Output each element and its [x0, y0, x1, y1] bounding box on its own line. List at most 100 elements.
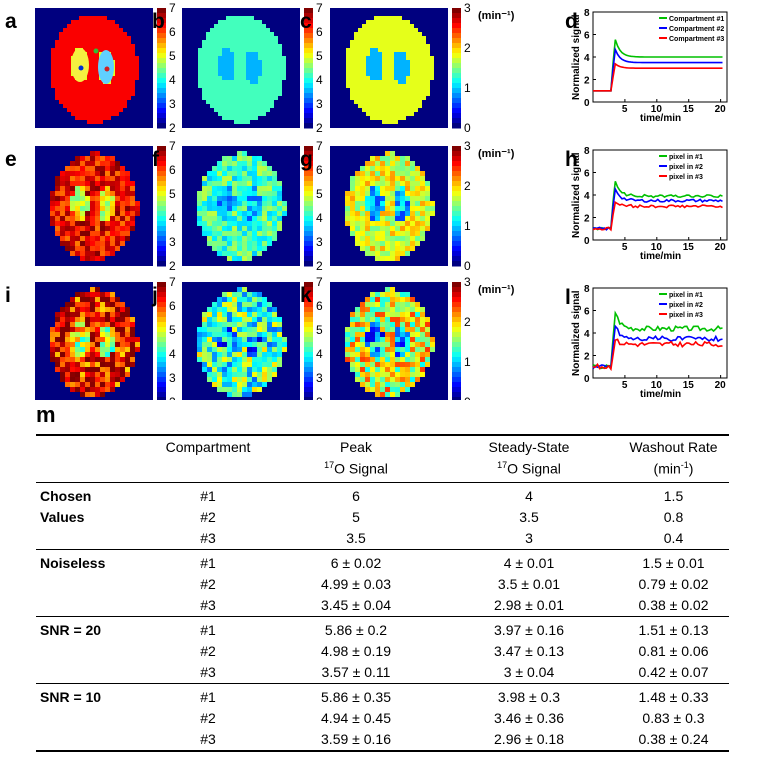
map-pixel — [250, 68, 254, 72]
map-pixel — [63, 72, 67, 76]
map-pixel — [207, 332, 212, 337]
map-pixel — [346, 56, 350, 60]
map-pixel — [217, 337, 222, 342]
map-pixel — [346, 48, 350, 52]
map-pixel — [390, 387, 395, 392]
map-pixel — [405, 166, 410, 171]
map-pixel — [95, 151, 100, 156]
map-pixel — [123, 84, 127, 88]
map-pixel — [202, 231, 207, 236]
colorbar-segment — [452, 166, 461, 172]
map-pixel — [105, 206, 110, 211]
map-pixel — [266, 88, 270, 92]
map-pixel — [115, 337, 120, 342]
map-pixel — [267, 196, 272, 201]
colorbar-segment — [157, 241, 166, 247]
map-pixel — [60, 377, 65, 382]
map-pixel — [360, 181, 365, 186]
map-pixel — [272, 347, 277, 352]
map-pixel — [80, 161, 85, 166]
map-pixel — [270, 44, 274, 48]
map-pixel — [252, 226, 257, 231]
map-pixel — [254, 64, 258, 68]
map-pixel — [242, 76, 246, 80]
map-pixel — [257, 387, 262, 392]
map-pixel — [99, 88, 103, 92]
map-pixel — [242, 352, 247, 357]
map-pixel — [414, 32, 418, 36]
map-pixel — [370, 292, 375, 297]
map-pixel — [420, 171, 425, 176]
map-pixel — [415, 241, 420, 246]
map-pixel — [83, 20, 87, 24]
map-pixel — [85, 256, 90, 261]
map-pixel — [226, 96, 230, 100]
map-pixel — [70, 357, 75, 362]
line-chart-l — [592, 287, 728, 379]
map-pixel — [430, 337, 435, 342]
map-pixel — [130, 362, 135, 367]
map-pixel — [127, 56, 131, 60]
map-pixel — [258, 80, 262, 84]
map-pixel — [257, 171, 262, 176]
map-pixel — [418, 88, 422, 92]
map-pixel — [75, 166, 80, 171]
map-pixel — [350, 337, 355, 342]
colorbar-segment — [157, 236, 166, 242]
map-pixel — [218, 112, 222, 116]
map-pixel — [395, 387, 400, 392]
map-pixel — [370, 116, 374, 120]
map-pixel — [237, 322, 242, 327]
map-pixel — [55, 80, 59, 84]
map-pixel — [234, 108, 238, 112]
map-panel-g — [330, 146, 461, 267]
map-pixel — [410, 196, 415, 201]
map-pixel — [75, 312, 80, 317]
map-pixel — [425, 342, 430, 347]
map-pixel — [418, 84, 422, 88]
map-pixel — [418, 40, 422, 44]
map-pixel — [120, 236, 125, 241]
map-pixel — [100, 362, 105, 367]
map-pixel — [120, 196, 125, 201]
map-pixel — [95, 292, 100, 297]
map-pixel — [95, 251, 100, 256]
map-pixel — [71, 88, 75, 92]
map-pixel — [210, 64, 214, 68]
map-pixel — [374, 32, 378, 36]
map-pixel — [111, 112, 115, 116]
map-pixel — [90, 392, 95, 397]
map-pixel — [272, 357, 277, 362]
map-pixel — [365, 221, 370, 226]
map-pixel — [67, 72, 71, 76]
map-pixel — [90, 327, 95, 332]
map-pixel — [252, 221, 257, 226]
map-pixel — [222, 231, 227, 236]
colorbar-segment — [452, 206, 461, 212]
map-pixel — [378, 108, 382, 112]
map-pixel — [222, 317, 227, 322]
map-pixel — [210, 32, 214, 36]
map-pixel — [95, 161, 100, 166]
map-pixel — [270, 60, 274, 64]
map-pixel — [79, 24, 83, 28]
steady-cell: 3.5 ± 0.01 — [497, 575, 561, 592]
map-pixel — [242, 337, 247, 342]
map-pixel — [217, 176, 222, 181]
map-pixel — [375, 216, 380, 221]
map-pixel — [202, 176, 207, 181]
map-pixel — [238, 112, 242, 116]
map-pixel — [242, 44, 246, 48]
map-pixel — [71, 112, 75, 116]
map-pixel — [410, 317, 415, 322]
map-pixel — [246, 24, 250, 28]
map-pixel — [214, 44, 218, 48]
map-pixel — [274, 40, 278, 44]
map-pixel — [103, 104, 107, 108]
map-pixel — [75, 181, 80, 186]
map-pixel — [238, 40, 242, 44]
map-pixel — [80, 382, 85, 387]
map-pixel — [120, 357, 125, 362]
map-pixel — [70, 322, 75, 327]
map-pixel — [370, 76, 374, 80]
